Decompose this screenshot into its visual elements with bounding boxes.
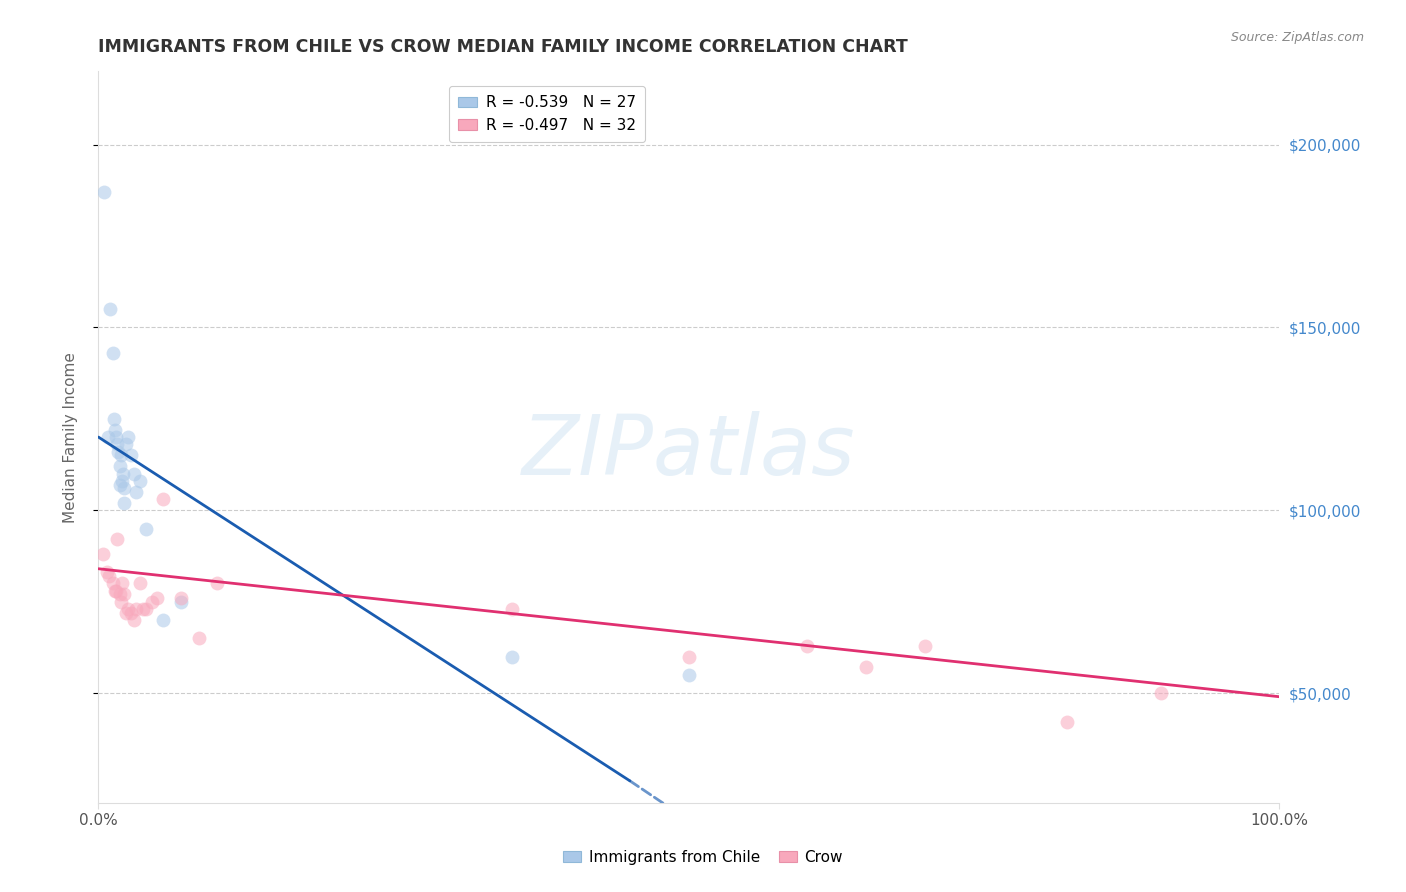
Point bbox=[152, 492, 174, 507]
Point bbox=[111, 576, 134, 591]
Point bbox=[112, 496, 135, 510]
Point bbox=[101, 346, 124, 360]
Point bbox=[501, 649, 523, 664]
Point bbox=[1056, 715, 1078, 730]
Point bbox=[796, 639, 818, 653]
Point bbox=[101, 576, 124, 591]
Point bbox=[122, 467, 145, 481]
Point bbox=[110, 448, 132, 462]
Point bbox=[112, 467, 135, 481]
Point bbox=[105, 430, 128, 444]
Y-axis label: Median Family Income: Median Family Income bbox=[63, 351, 77, 523]
Point bbox=[152, 613, 174, 627]
Point bbox=[170, 594, 193, 608]
Point bbox=[103, 411, 125, 425]
Point bbox=[135, 521, 157, 535]
Point bbox=[170, 591, 193, 605]
Point bbox=[108, 587, 131, 601]
Text: ZIPatlas: ZIPatlas bbox=[522, 411, 856, 492]
Legend: Immigrants from Chile, Crow: Immigrants from Chile, Crow bbox=[557, 844, 849, 871]
Point bbox=[678, 649, 700, 664]
Point bbox=[1150, 686, 1173, 700]
Point bbox=[91, 547, 114, 561]
Point bbox=[108, 459, 131, 474]
Point bbox=[678, 667, 700, 681]
Point bbox=[135, 602, 157, 616]
Point bbox=[128, 576, 150, 591]
Point bbox=[107, 444, 129, 458]
Point bbox=[105, 583, 128, 598]
Point bbox=[132, 602, 155, 616]
Point bbox=[122, 613, 145, 627]
Point bbox=[104, 583, 127, 598]
Point bbox=[112, 587, 135, 601]
Point bbox=[125, 484, 148, 499]
Point bbox=[117, 602, 139, 616]
Point bbox=[110, 594, 132, 608]
Point bbox=[93, 185, 115, 199]
Point bbox=[108, 477, 131, 491]
Point bbox=[96, 566, 118, 580]
Point bbox=[501, 602, 523, 616]
Point bbox=[111, 474, 134, 488]
Point bbox=[104, 423, 127, 437]
Point bbox=[146, 591, 169, 605]
Point bbox=[117, 430, 139, 444]
Text: IMMIGRANTS FROM CHILE VS CROW MEDIAN FAMILY INCOME CORRELATION CHART: IMMIGRANTS FROM CHILE VS CROW MEDIAN FAM… bbox=[98, 38, 908, 56]
Point bbox=[98, 569, 121, 583]
Legend: R = -0.539   N = 27, R = -0.497   N = 32: R = -0.539 N = 27, R = -0.497 N = 32 bbox=[450, 87, 645, 143]
Point bbox=[914, 639, 936, 653]
Point bbox=[121, 448, 143, 462]
Point bbox=[98, 301, 121, 317]
Point bbox=[105, 533, 128, 547]
Point bbox=[105, 437, 128, 451]
Point bbox=[121, 606, 143, 620]
Point bbox=[125, 602, 148, 616]
Point bbox=[128, 474, 150, 488]
Point bbox=[114, 606, 136, 620]
Point bbox=[97, 430, 120, 444]
Point bbox=[187, 632, 209, 646]
Point bbox=[205, 576, 228, 591]
Text: Source: ZipAtlas.com: Source: ZipAtlas.com bbox=[1230, 31, 1364, 45]
Point bbox=[114, 437, 136, 451]
Point bbox=[112, 481, 135, 495]
Point bbox=[855, 660, 877, 674]
Point bbox=[141, 594, 163, 608]
